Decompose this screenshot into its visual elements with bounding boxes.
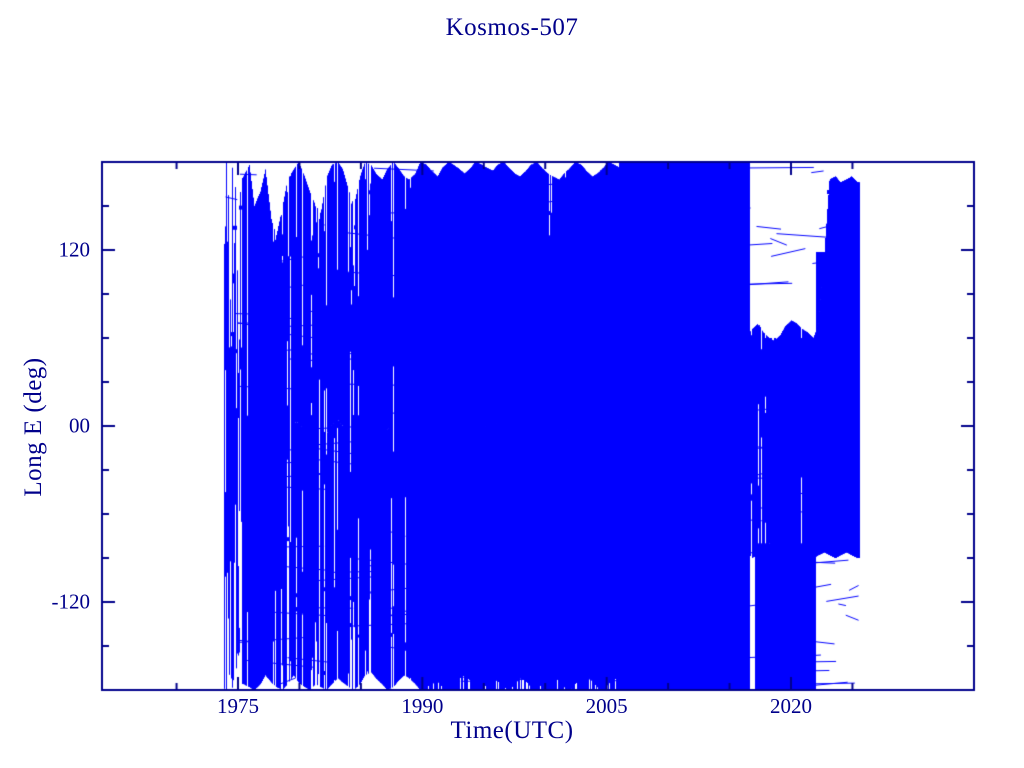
x-axis-label: Time(UTC) (450, 717, 574, 744)
x-tick-label: 2020 (770, 694, 812, 718)
y-axis-label: Long E (deg) (20, 357, 47, 497)
y-tick-label: 120 (58, 237, 91, 262)
x-tick-label: 1975 (217, 694, 259, 718)
page-title: Kosmos-507 (445, 14, 579, 41)
y-tick-label: -120 (51, 589, 91, 614)
x-tick-label: 2005 (585, 694, 628, 718)
x-tick-label: 1990 (401, 694, 444, 718)
y-tick-label: 00 (69, 413, 90, 438)
